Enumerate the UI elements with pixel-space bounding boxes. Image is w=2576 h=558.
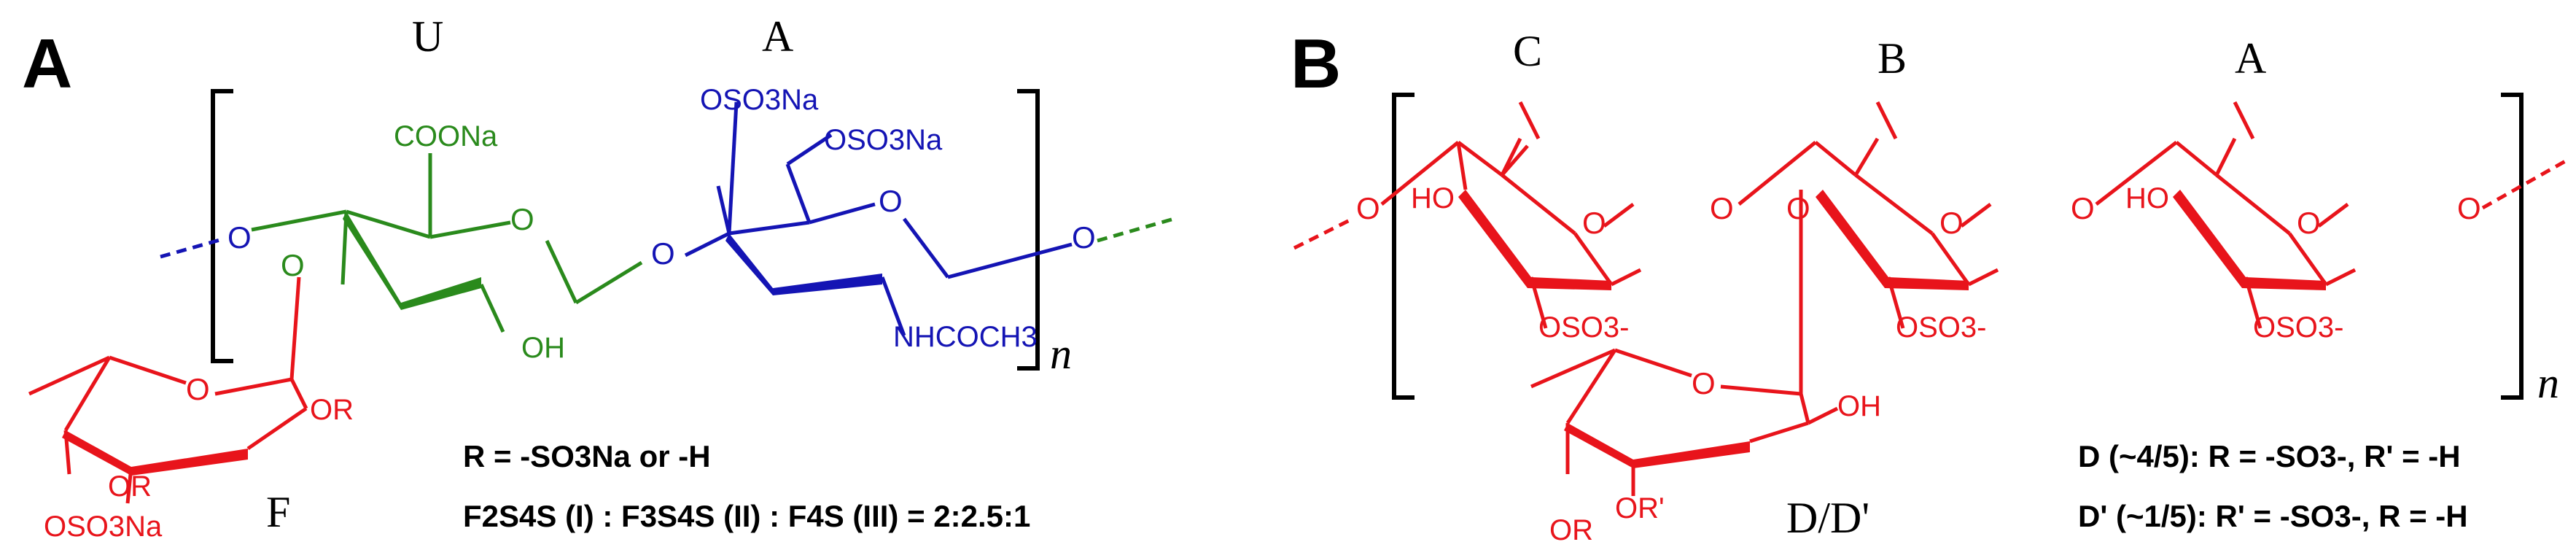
ring-b-wedge [1816,190,1969,290]
ring-a [684,101,1073,336]
ring-u-wedge [343,212,481,310]
ho-label-2: HO [2125,182,2169,214]
ring-a-wedge [725,233,882,295]
unit-f-label: F [266,488,290,536]
oso3-label-3: OSO3- [2253,311,2343,344]
ring-c [1380,101,1642,329]
ring-a-b [2095,101,2357,329]
unit-u-label: U [412,12,443,61]
cooh-label: COONa [394,120,498,152]
o-left-b: O [1356,191,1380,225]
bond-dash-left [160,237,223,259]
bracket-left-a [211,89,233,363]
unit-b-label: B [1877,34,1907,82]
oso3na-label-f: OSO3Na [44,511,163,543]
or-prime-label: OR' [1615,492,1665,524]
ring-f [28,276,308,504]
bracket-right-b [2501,93,2524,400]
ring-b [1738,101,1999,394]
unit-a-label-b: A [2235,34,2266,82]
o-left-a: O [227,220,252,255]
r-definition-a: R = -SO3Na or -H [463,439,711,473]
bond-dash-right-b [2481,158,2568,210]
unit-c-label: C [1513,27,1542,75]
o-ring-c: O [1582,206,1606,240]
d-definition: D (~4/5): R = -SO3-, R' = -H [2078,439,2461,473]
bracket-right-a [1017,89,1040,371]
o-ring-u: O [510,202,534,236]
ring-a-b-wedge [2173,190,2326,290]
o-link-u: O [281,248,305,282]
o-link-ba: O [2071,191,2095,225]
or-label-f1: OR [310,394,354,426]
or-label-f2: OR [108,470,152,503]
o-ring-d: O [1692,366,1716,400]
ring-u [251,153,643,333]
ratio-text: F2S4S (I) : F3S4S (II) : F4S (III) = 2:2… [463,499,1030,533]
o-ring-a-b: O [2297,206,2321,240]
o-ring-b: O [1939,206,1964,240]
panel-b-letter: B [1291,25,1341,103]
panel-a: A U A F n O O O COONa OH O [22,12,1175,543]
oh-u-label: OH [521,332,565,364]
panel-b: B C B A D/D' n O HO O OSO3- O [1291,25,2568,546]
repeat-n-b: n [2537,359,2559,407]
bond-dash-left-b [1293,217,1354,250]
o-glycosidic-ua: O [651,236,675,271]
ring-f-wedge [62,430,248,476]
unit-a-label: A [762,12,793,61]
unit-dd-label: D/D' [1786,494,1869,542]
oso3-label-2: OSO3- [1896,311,1986,344]
ho-label-1: HO [1411,182,1455,214]
o-ring-f: O [186,372,210,406]
o-right-b: O [2457,191,2481,225]
oso3na-label-a6: OSO3Na [824,124,943,156]
or-d-label: OR [1549,514,1593,546]
ring-d-wedge [1564,423,1750,468]
repeat-n-a: n [1050,330,1072,378]
o-right-a: O [1072,220,1096,255]
oh-d-label: OH [1837,390,1881,422]
bond-dash-right [1097,217,1175,243]
panel-a-letter: A [22,25,72,103]
dprime-definition: D' (~1/5): R' = -SO3-, R = -H [2078,499,2468,533]
o-link-bd: O [1786,191,1810,225]
ring-c-wedge [1458,190,1611,290]
oso3-label-1: OSO3- [1538,311,1629,344]
bracket-left-b [1392,93,1415,400]
ring-d [1530,348,1839,496]
nhcoch3-label: NHCOCH3 [893,321,1038,353]
oso3na-label-a4: OSO3Na [700,84,819,116]
o-link-cb: O [1710,191,1734,225]
o-ring-a: O [879,184,903,218]
